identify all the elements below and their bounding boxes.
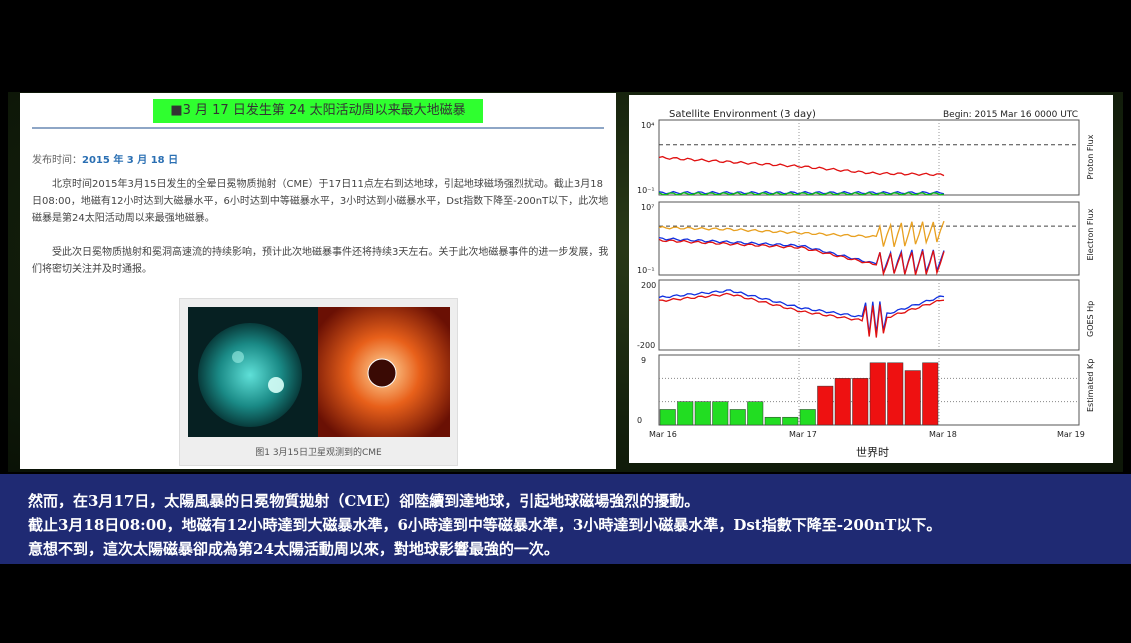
kp-bar [887,362,904,426]
kp-bar [782,416,799,426]
panel-frame [658,119,1080,196]
panel-frame [658,279,1080,351]
kp-bar [904,370,921,426]
article-figure: 图1 3月15日卫星观测到的CME [179,298,458,466]
panel-ylabel: GOES Hp [1086,301,1095,337]
kp-bar [922,362,939,426]
x-tick-label: Mar 18 [929,430,957,439]
kp-bar [659,409,676,426]
publish-date: 2015 年 3 月 18 日 [82,155,179,166]
figure-caption: 图1 3月15日卫星观测到的CME [255,448,382,458]
subtitle-line-1: 然而，在3月17日，太陽風暴的日冕物質拋射（CME）卻陸續到達地球，引起地球磁場… [28,492,700,510]
panel-frame [658,354,1080,426]
headline-divider [32,127,604,129]
x-tick-label: Mar 19 [1057,430,1085,439]
series-line [658,238,945,277]
kp-bar [712,401,729,426]
chart-x-label: 世界时 [856,446,889,459]
series-line [658,192,945,196]
kp-bar [852,378,869,426]
chart-title: Satellite Environment (3 day) [669,109,816,120]
panel-ylabel: Proton Flux [1086,134,1095,179]
kp-bar [869,362,886,426]
subtitle-band [0,474,1131,564]
x-tick-label: Mar 16 [649,430,677,439]
y-tick-label: 10⁷ [641,203,654,212]
panel-ylabel: Electron Flux [1086,208,1095,260]
series-line [658,220,945,247]
panel-frame [658,201,1080,276]
y-tick-label: 10⁻¹ [637,186,655,195]
publish-info: 发布时间：2015 年 3 月 18 日 [32,151,178,166]
y-tick-label: 10⁻¹ [637,266,655,275]
coronagraph-cme-image [318,307,450,437]
kp-bar [747,401,764,426]
y-tick-label: 200 [641,281,656,290]
series-line [658,289,945,335]
sun-euv-image [188,307,318,437]
satellite-environment-chart: Satellite Environment (3 day) Begin: 201… [629,95,1113,463]
x-tick-label: Mar 17 [789,430,817,439]
kp-bar [694,401,711,426]
series-line [658,155,945,177]
y-tick-label: 10⁴ [641,121,654,130]
series-line [658,292,945,338]
subtitle-line-2: 截止3月18日08:00，地磁有12小時達到大磁暴水準，6小時達到中等磁暴水準，… [28,516,942,534]
kp-bar [764,416,781,426]
kp-bar [817,385,834,426]
article-paragraph-1: 北京时间2015年3月15日发生的全晕日冕物质抛射（CME）于17日11点左右到… [32,179,609,224]
panel-ylabel: Estimated Kp [1086,359,1095,412]
news-article-panel: ■3 月 17 日发生第 24 太阳活动周以来最大地磁暴 发布时间：2015 年… [20,93,616,469]
kp-bar [834,378,851,426]
article-paragraph-2: 受此次日冕物质抛射和冕洞高速流的持续影响，预计此次地磁暴事件还将持续3天左右。关… [32,247,609,275]
article-headline: ■3 月 17 日发生第 24 太阳活动周以来最大地磁暴 [153,99,483,123]
kp-bar [799,409,816,426]
y-tick-label: 0 [637,416,642,425]
chart-svg: Satellite Environment (3 day) Begin: 201… [637,109,1095,459]
y-tick-label: 9 [641,356,646,365]
publish-label: 发布时间： [32,155,82,166]
kp-bar [677,401,694,426]
chart-begin-time: Begin: 2015 Mar 16 0000 UTC [943,110,1078,120]
y-tick-label: -200 [637,341,655,350]
subtitle-line-3: 意想不到，這次太陽磁暴卻成為第24太陽活動周以來，對地球影響最強的一次。 [28,540,559,558]
kp-bar [729,409,746,426]
